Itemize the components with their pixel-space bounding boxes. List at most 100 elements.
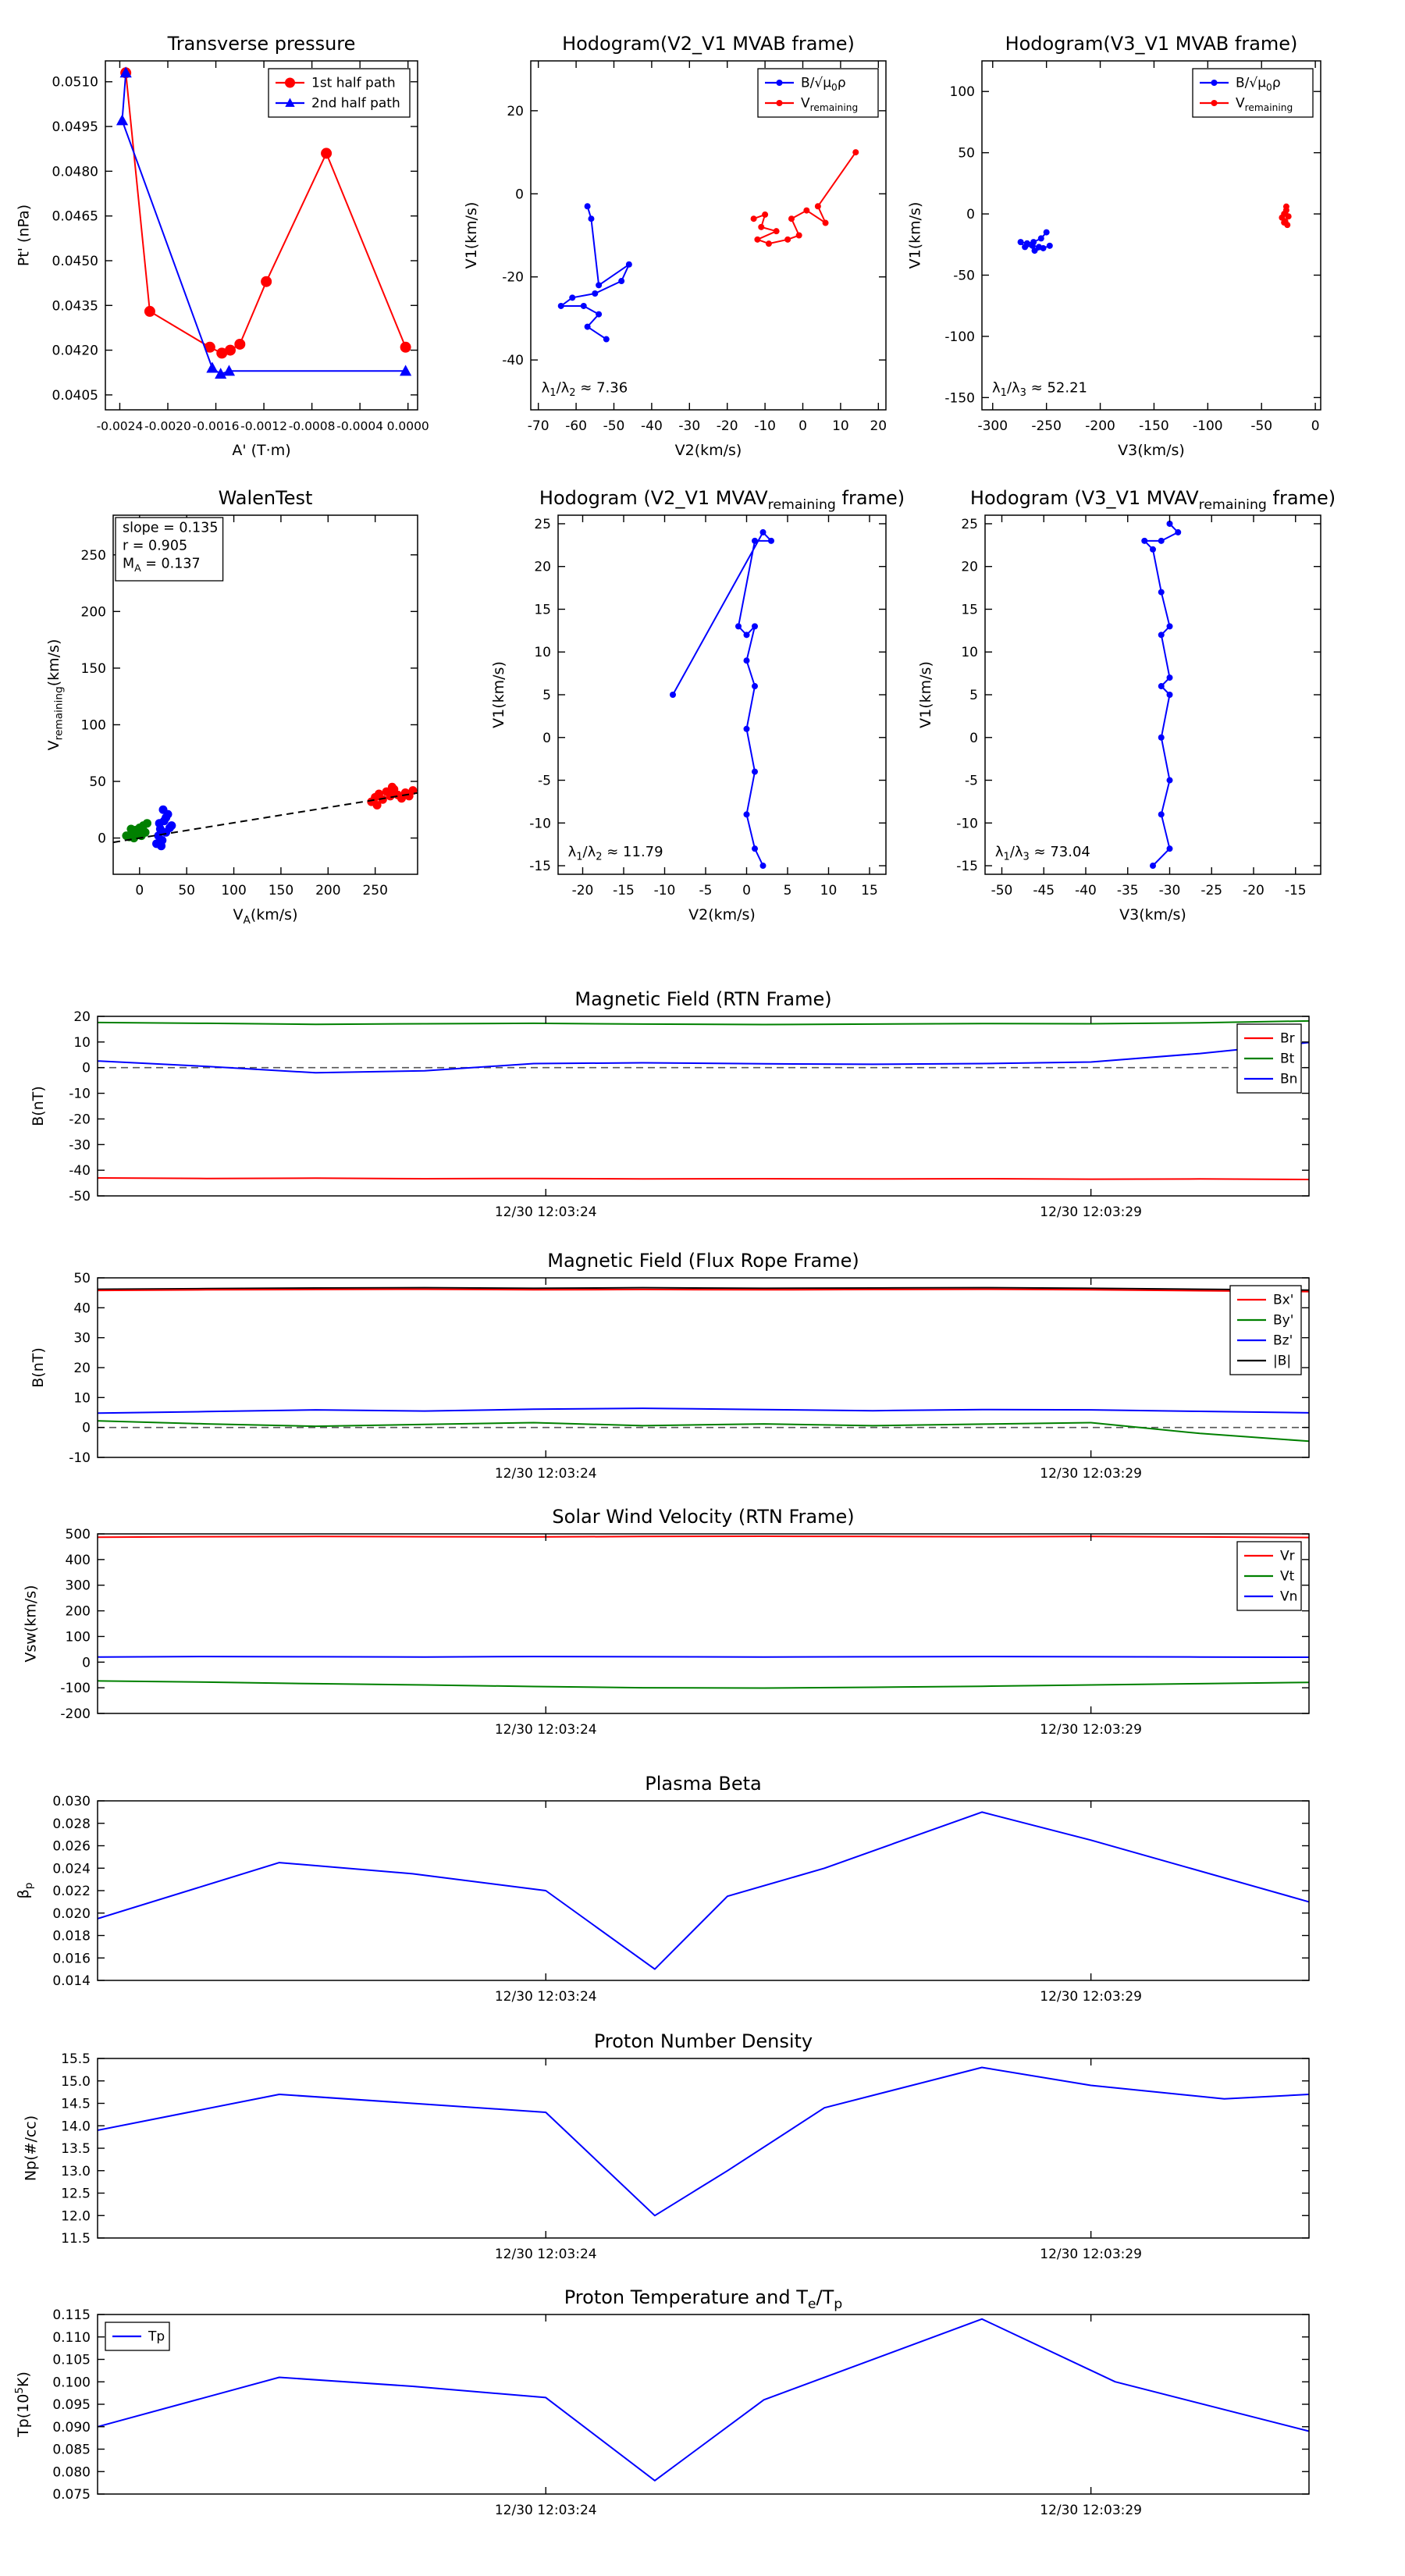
legend-label: B/√μ0ρ [1236, 76, 1281, 93]
y-tick-label: 0 [969, 731, 978, 746]
legend: Bx' By' Bz' |B| [1229, 1285, 1302, 1375]
y-tick-label: 0.0510 [52, 75, 98, 91]
dot-marker [1166, 623, 1173, 630]
y-tick-label: 5 [542, 688, 551, 703]
series-group [557, 149, 859, 343]
series-np [97, 2066, 1310, 2217]
series-vt [97, 1680, 1310, 1689]
y-tick-label: 5 [969, 688, 978, 703]
y-tick-label: 100 [950, 84, 975, 100]
x-tick-label: -30 [1159, 883, 1181, 898]
dot-marker [1211, 100, 1218, 106]
y-axis-label: V1(km/s) [906, 202, 923, 269]
x-tick-label: -35 [1117, 883, 1139, 898]
y-tick-label: 150 [81, 661, 106, 677]
y-tick-label: 0.014 [52, 1973, 91, 1989]
dot-marker [852, 149, 859, 156]
series-2nd-half-path [116, 66, 412, 379]
dot-marker [743, 811, 750, 818]
y-tick-label: -10 [69, 1087, 91, 1102]
dot-marker [158, 805, 168, 814]
y-tick-label: 0.016 [52, 1951, 91, 1966]
ticks: 12/30 12:03:24 12/30 12:03:29 -50 -40 -30 -20… [69, 1009, 1309, 1220]
chart-hodogram-v2v1-mvab: -70 -60 -50 -40 -30 -20 -10 0 10 20 -40 -20 0 20 Hodog… [463, 33, 887, 459]
x-axis-label: V2(km/s) [688, 906, 756, 923]
y-tick-label: 300 [66, 1578, 91, 1594]
series-bz-prime [97, 1407, 1310, 1414]
x-tick-label: 12/30 12:03:24 [495, 1722, 597, 1738]
y-tick-label: 12.0 [61, 2208, 91, 2224]
x-tick-label: -10 [754, 418, 776, 434]
x-tick-label: -40 [1075, 883, 1097, 898]
legend-label: Bz' [1273, 1333, 1293, 1349]
chart-svg: 12/30 12:03:24 12/30 12:03:29 -200 -100 0 100… [22, 1506, 1310, 1738]
series-b-magnitude [97, 1286, 1310, 1291]
dot-marker [750, 215, 757, 222]
x-tick-label: 200 [315, 883, 340, 898]
y-tick-label: -40 [502, 353, 524, 368]
ticks: -70 -60 -50 -40 -30 -20 -10 0 10 20 -40 -20 0 20 [502, 61, 887, 434]
chart-plasma-beta: 12/30 12:03:24 12/30 12:03:29 0.014 0.016 0.… [15, 1773, 1310, 2005]
y-tick-label: 100 [66, 1629, 91, 1645]
series-group [97, 1811, 1310, 1970]
y-tick-label: 15 [534, 602, 551, 617]
dot-marker [1158, 537, 1165, 544]
y-tick-label: -20 [69, 1112, 91, 1127]
chart-svg: 12/30 12:03:24 12/30 12:03:29 -10 0 10 20 30 40… [30, 1250, 1310, 1482]
y-tick-label: 13.5 [61, 2141, 91, 2157]
y-tick-label: -10 [69, 1450, 91, 1466]
chart-svg: -70 -60 -50 -40 -30 -20 -10 0 10 20 -40 -20 0 20 Hodog… [463, 33, 887, 459]
series-vn [97, 1656, 1310, 1658]
legend-label: 2nd half path [311, 96, 400, 112]
y-tick-label: 0.0435 [52, 298, 98, 314]
axes-frame [97, 1533, 1310, 1714]
y-tick-label: 40 [73, 1300, 91, 1316]
dot-marker [580, 302, 587, 309]
chart-hodogram-v3v1-mvav: -50 -45 -40 -35 -30 -25 -20 -15 -15 -10 -5 0 5 10 15 20… [917, 487, 1336, 923]
x-tick-label: 150 [269, 883, 293, 898]
x-tick-label: 15 [861, 883, 878, 898]
dot-marker [162, 813, 171, 822]
ticks: -0.0024 -0.0020 -0.0016 -0.0012 -0.0008 -0.00… [52, 61, 429, 433]
series-b-over-sqrt-mu0-rho [1017, 229, 1053, 254]
dot-marker [735, 623, 742, 630]
y-axis-label: B(nT) [30, 1347, 47, 1388]
x-tick-label: -300 [977, 418, 1008, 434]
dot-marker [752, 768, 758, 775]
x-tick-label: -0.0012 [240, 419, 287, 433]
ticks: 12/30 12:03:24 12/30 12:03:29 -200 -100 0 100… [60, 1527, 1309, 1738]
x-tick-label: -20 [717, 418, 738, 434]
y-tick-label: -5 [538, 774, 551, 789]
triangle-marker [206, 361, 219, 373]
dot-marker [1166, 845, 1173, 852]
y-tick-label: 20 [961, 560, 978, 575]
ticks: -20 -15 -10 -5 0 5 10 15 -15 -10 -5 0 5 10 15 20 25 [529, 515, 886, 898]
y-tick-label: 0 [542, 731, 551, 746]
x-tick-label: 12/30 12:03:24 [495, 2503, 597, 2518]
x-tick-label: 0 [799, 418, 807, 434]
series-group [97, 1535, 1310, 1689]
x-tick-label: -45 [1033, 883, 1055, 898]
chart-title: Solar Wind Velocity (RTN Frame) [552, 1506, 854, 1528]
legend-label: By' [1273, 1313, 1293, 1329]
chart-title: Plasma Beta [645, 1773, 761, 1795]
dot-marker [588, 215, 595, 222]
x-tick-label: 12/30 12:03:24 [495, 1204, 597, 1220]
y-tick-label: 0 [82, 1061, 91, 1076]
y-tick-label: -100 [944, 329, 975, 345]
series-by-prime [97, 1420, 1310, 1443]
chart-walen-test: 0 50 100 150 200 250 0 50 100 150 200 250 WalenTest V… [45, 487, 418, 927]
legend-label: Vt [1280, 1569, 1295, 1585]
axes-frame [530, 60, 887, 411]
y-tick-label: -150 [944, 390, 975, 406]
dot-marker [773, 228, 780, 235]
dot-marker [1158, 683, 1165, 690]
x-tick-label: -50 [603, 418, 625, 434]
dot-marker [1166, 692, 1173, 698]
series-group [112, 782, 418, 851]
axes-frame [97, 2314, 1310, 2495]
y-tick-label: 100 [81, 717, 106, 733]
x-tick-label: 12/30 12:03:29 [1040, 2503, 1142, 2518]
y-tick-label: 0.0450 [52, 254, 98, 269]
